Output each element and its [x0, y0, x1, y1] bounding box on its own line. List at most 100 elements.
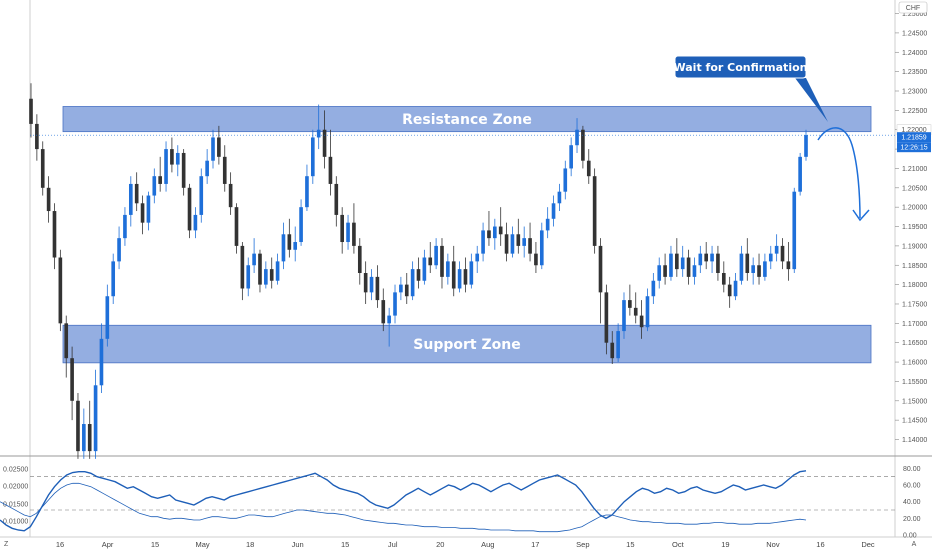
- candle-body: [563, 168, 568, 192]
- candle-body: [633, 307, 638, 316]
- candle-body: [639, 315, 644, 328]
- candle-body: [804, 135, 808, 157]
- candle-body: [393, 292, 397, 316]
- time-tick-label: 17: [531, 540, 539, 549]
- candle-body: [727, 284, 732, 297]
- price-tick-label: 1.23000: [902, 89, 927, 96]
- time-tick-label: Aug: [481, 540, 494, 549]
- candle-body: [598, 245, 603, 293]
- indicator-left-tick: 0.02500: [3, 467, 28, 474]
- time-tick-label: 20: [436, 540, 444, 549]
- candle-body: [381, 300, 386, 324]
- candle-body: [628, 300, 632, 308]
- candle-body: [410, 269, 415, 297]
- currency-tag[interactable]: [898, 1, 928, 14]
- candle-body: [158, 176, 162, 184]
- candle-body: [475, 253, 480, 262]
- candle-body: [575, 129, 579, 146]
- candle-body: [798, 156, 802, 192]
- candle-body: [175, 152, 180, 165]
- countdown-value: 12:26:15: [900, 145, 927, 152]
- candle-body: [269, 269, 274, 281]
- candle-body: [422, 257, 427, 281]
- projection-arrow-icon: [852, 209, 870, 222]
- candle-body: [469, 261, 474, 285]
- candle-body: [440, 245, 444, 277]
- candle-body: [739, 253, 744, 281]
- candle-body: [352, 222, 356, 246]
- candle-body: [569, 145, 573, 169]
- price-tick-label: 1.18000: [902, 282, 927, 289]
- candle-body: [686, 257, 691, 277]
- candle-body: [146, 195, 151, 223]
- candle-body: [170, 149, 174, 165]
- z-icon[interactable]: Z: [4, 541, 9, 548]
- time-tick-label: 19: [721, 540, 729, 549]
- candle-body: [58, 257, 63, 324]
- time-tick-label: Dec: [861, 540, 875, 549]
- candle-body: [669, 253, 673, 277]
- candle-body: [645, 296, 650, 328]
- time-axis[interactable]: 16 Apr 15 May 18 Jun 15 Jul 20 Aug 17 Sep 15 Oct 19 Nov…: [56, 540, 875, 549]
- candle-body: [434, 245, 438, 266]
- indicator-pane[interactable]: 80.00 60.00 40.00 20.00 0.00 0.02500 0.02000 0.…: [0, 464, 921, 540]
- candle-body: [164, 149, 168, 184]
- candle-body: [581, 129, 585, 161]
- candle-body: [663, 265, 667, 277]
- candle-body: [763, 261, 767, 277]
- price-tick-label: 1.20500: [902, 185, 927, 192]
- indicator-left-tick: 0.01500: [3, 502, 28, 509]
- candle-body: [140, 203, 145, 223]
- candle-body: [234, 207, 239, 246]
- time-tick-label: Oct: [672, 540, 685, 549]
- candle-body: [211, 137, 215, 161]
- candle-body: [716, 253, 720, 273]
- candle-body: [733, 280, 738, 297]
- candle-body: [70, 358, 74, 401]
- candle-body: [181, 152, 186, 188]
- candle-body: [528, 238, 532, 254]
- candle-body: [340, 214, 344, 243]
- candle-body: [399, 284, 403, 293]
- candle-body: [281, 234, 286, 262]
- candle-body: [710, 253, 714, 262]
- projection-curve: [817, 127, 861, 219]
- zone-rect[interactable]: [62, 106, 872, 133]
- candle-body: [745, 253, 750, 273]
- candle-body: [463, 269, 468, 285]
- candle-body: [152, 176, 157, 196]
- price-tick-label: 1.18500: [902, 263, 927, 270]
- callout[interactable]: Wait for Confirmation: [674, 55, 828, 122]
- candle-body: [498, 226, 503, 235]
- price-tick-label: 1.15500: [902, 379, 927, 386]
- indicator-left-tick: 0.01000: [3, 519, 28, 526]
- candle-body: [675, 253, 679, 270]
- candle-body: [610, 342, 615, 359]
- price-tick-label: 1.21000: [902, 166, 927, 173]
- candle-body: [93, 385, 98, 452]
- candle-body: [369, 276, 374, 293]
- auto-scale-icon[interactable]: A: [912, 541, 917, 548]
- time-tick-label: Sep: [576, 540, 589, 549]
- candle-body: [586, 160, 591, 177]
- candle-body: [751, 265, 755, 273]
- candle-body: [768, 253, 773, 262]
- candle-body: [52, 211, 57, 258]
- time-tick-label: Nov: [766, 540, 780, 549]
- candle-body: [252, 253, 256, 266]
- callout-text: Wait for Confirmation: [674, 61, 808, 74]
- candle-body: [516, 234, 521, 246]
- price-axis[interactable]: 1.14000 1.14500 1.15000 1.15500 1.16000 1.165…: [895, 11, 927, 444]
- candle-body: [40, 149, 45, 188]
- candle-body: [193, 214, 198, 231]
- callout-box: [674, 55, 807, 79]
- candle-body: [35, 123, 39, 150]
- zone-rect[interactable]: [62, 324, 872, 364]
- indicator-right-tick: 80.00: [903, 466, 921, 473]
- candle-body: [293, 242, 298, 250]
- price-tick-label: 1.16000: [902, 360, 927, 367]
- candle-body: [105, 296, 110, 339]
- candle-body: [117, 238, 121, 262]
- indicator-thin-line: [0, 482, 807, 533]
